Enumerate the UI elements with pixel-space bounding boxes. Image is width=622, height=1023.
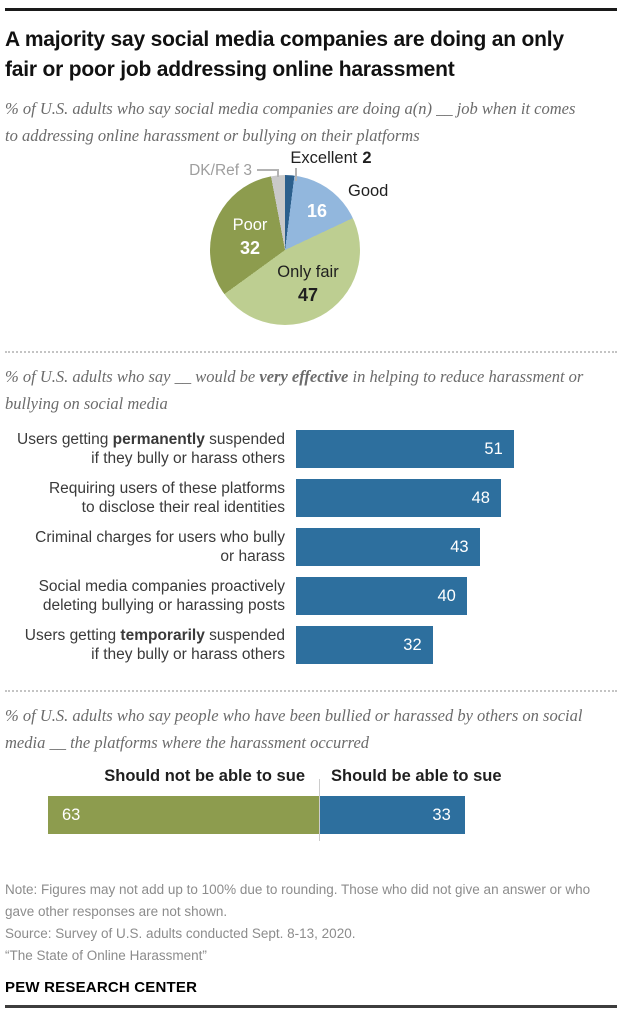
bar-label-bold: permanently xyxy=(112,431,205,448)
bar-label-bold: temporarily xyxy=(120,627,205,644)
bar-label-line2: if they bully or harass others xyxy=(91,646,285,663)
bar: 32 xyxy=(296,626,433,664)
pie-value-onlyfair: 47 xyxy=(297,285,319,305)
effective-bar-chart: Users getting permanently suspended if th… xyxy=(5,430,617,664)
pie-label-good: Good xyxy=(348,182,389,200)
bar-label: Requiring users of these platforms to dis… xyxy=(5,479,296,517)
bar-row: Social media companies proactively deleti… xyxy=(5,577,617,615)
sue-subtitle: % of U.S. adults who say people who have… xyxy=(5,706,583,752)
bar-label-line2: to disclose their real identities xyxy=(81,499,285,516)
pie-label-poor: Poor 32 xyxy=(214,214,286,260)
sue-header-right: Should be able to sue xyxy=(331,767,502,785)
pie-label-excellent: Excellent 2 xyxy=(271,149,391,168)
pie-value-good: 16 xyxy=(306,201,328,221)
excellent-leader-line xyxy=(295,168,297,181)
sue-segment-able: 33 xyxy=(318,796,465,834)
pie-subtitle: % of U.S. adults who say social media co… xyxy=(5,99,576,145)
pie-value-poor: 32 xyxy=(239,238,261,258)
bar-row: Users getting temporarily suspended if th… xyxy=(5,626,617,664)
report-title: “The State of Online Harassment” xyxy=(5,948,207,963)
source-text: Source: Survey of U.S. adults conducted … xyxy=(5,926,356,941)
pie-label-excellent-text: Excellent xyxy=(290,149,358,167)
bar: 48 xyxy=(296,479,501,517)
bar-row: Requiring users of these platforms to dis… xyxy=(5,479,617,517)
sue-value-able: 33 xyxy=(432,805,451,824)
bar-label-line2: if they bully or harass others xyxy=(91,450,285,467)
bar: 43 xyxy=(296,528,480,566)
sue-stacked-bar: 63 33 xyxy=(48,796,617,834)
bar-label: Users getting permanently suspended if th… xyxy=(5,430,296,468)
effective-subtitle-post: in helping to reduce harassment or bully… xyxy=(5,367,584,413)
section-divider-1 xyxy=(5,351,617,353)
bar-value: 40 xyxy=(437,586,456,605)
dkref-leader-line xyxy=(257,169,278,171)
pie-chart-area: Excellent 2 DK/Ref 3 Good 16 Poor 32 Only… xyxy=(5,149,617,345)
bar-row: Criminal charges for users who bully or h… xyxy=(5,528,617,566)
sue-headers: Should not be able to sue Should be able… xyxy=(48,765,617,787)
page-title: A majority say social media companies ar… xyxy=(5,28,564,81)
sue-value-not-able: 63 xyxy=(62,805,81,824)
bar-value: 32 xyxy=(403,635,422,654)
pie-label-poor-text: Poor xyxy=(232,216,268,234)
sue-bar-chart: Should not be able to sue Should be able… xyxy=(5,765,617,849)
effective-subtitle: % of U.S. adults who say __ would be ver… xyxy=(5,363,611,417)
effective-subtitle-bold: very effective xyxy=(259,367,349,386)
bar-label-text: Users getting xyxy=(17,431,113,448)
note-text: Note: Figures may not add up to 100% due… xyxy=(5,882,591,919)
effective-subtitle-pre: % of U.S. adults who say __ would be xyxy=(5,367,260,386)
footer-notes: Note: Figures may not add up to 100% due… xyxy=(5,879,609,967)
bar-value: 48 xyxy=(471,488,490,507)
bottom-rule xyxy=(5,1005,617,1008)
pie-label-onlyfair: Only fair 47 xyxy=(262,261,354,307)
pie-label-onlyfair-text: Only fair xyxy=(277,263,339,281)
pie-chart xyxy=(210,175,360,325)
bar-value: 43 xyxy=(450,537,469,556)
bar-label: Criminal charges for users who bully or h… xyxy=(5,528,296,566)
bar: 40 xyxy=(296,577,467,615)
pie-label-dkref: DK/Ref 3 xyxy=(189,162,252,179)
bar-label-line2: or harass xyxy=(220,548,285,565)
pie-label-excellent-value: 2 xyxy=(362,149,372,167)
bar-label-text: Requiring users of these platforms xyxy=(48,480,285,497)
bar-label-text: Social media companies proactively xyxy=(38,578,285,595)
brand-name: PEW RESEARCH CENTER xyxy=(5,979,198,996)
bar-label-text: suspended xyxy=(204,431,285,448)
dkref-leader-elbow xyxy=(277,169,279,177)
bar-label-text: Users getting xyxy=(24,627,121,644)
sue-center-divider xyxy=(318,779,320,841)
bar-label-text: suspended xyxy=(204,627,285,644)
section-divider-2 xyxy=(5,690,617,692)
bar-label: Social media companies proactively deleti… xyxy=(5,577,296,615)
sue-header-left: Should not be able to sue xyxy=(104,767,305,785)
sue-segment-not-able: 63 xyxy=(48,796,319,834)
bar-row: Users getting permanently suspended if th… xyxy=(5,430,617,468)
bar-label-line2: deleting bullying or harassing posts xyxy=(42,597,285,614)
bar-label-text: Criminal charges for users who bully xyxy=(35,529,285,546)
bar: 51 xyxy=(296,430,514,468)
bar-value: 51 xyxy=(484,439,503,458)
bar-label: Users getting temporarily suspended if th… xyxy=(5,626,296,664)
top-rule xyxy=(5,8,617,11)
